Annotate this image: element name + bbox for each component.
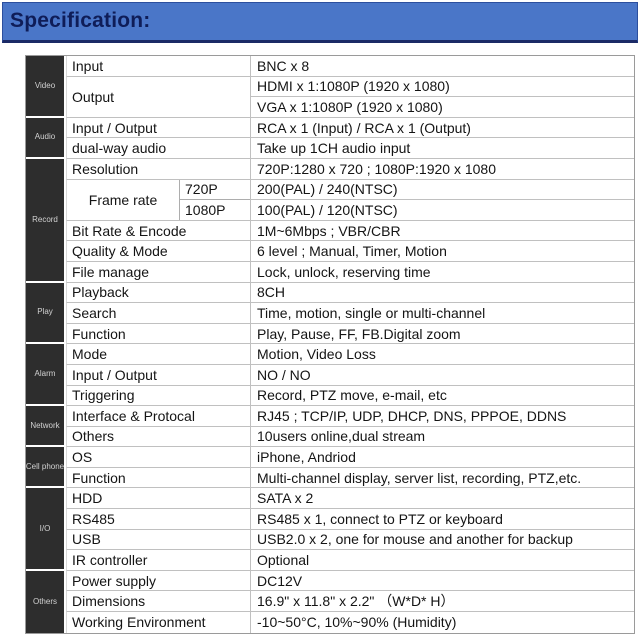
- spec-value: 200(PAL) / 240(NTSC): [250, 179, 634, 201]
- spec-label: Power supply: [66, 570, 250, 592]
- spec-label: Function: [66, 323, 250, 345]
- spec-label: Playback: [66, 282, 250, 304]
- sidebar-group-audio: Audio: [26, 117, 66, 159]
- sidebar-group-record: Record: [26, 158, 66, 283]
- spec-label: Bit Rate & Encode: [66, 220, 250, 242]
- spec-label: Others: [66, 426, 250, 448]
- sidebar-group-network: Network: [26, 406, 66, 448]
- spec-value: iPhone, Andriod: [250, 447, 634, 468]
- spec-label: Mode: [66, 344, 250, 365]
- spec-label: Function: [66, 467, 250, 489]
- frame-rate-720p-label: 720P: [180, 180, 250, 201]
- page-title: Specification:: [10, 8, 151, 32]
- spec-value: Take up 1CH audio input: [250, 138, 634, 159]
- spec-label: Search: [66, 303, 250, 324]
- frame-rate-label: Frame rate: [88, 191, 158, 208]
- spec-value: 1M~6Mbps ; VBR/CBR: [250, 220, 634, 242]
- spec-value: DC12V: [250, 570, 634, 592]
- spec-value: RS485 x 1, connect to PTZ or keyboard: [250, 509, 634, 530]
- frame-rate-1080p-label: 1080P: [185, 201, 226, 218]
- spec-label: IR controller: [66, 550, 250, 571]
- spec-value: Lock, unlock, reserving time: [250, 261, 634, 283]
- spec-label: Resolution: [66, 158, 250, 180]
- spec-label: File manage: [66, 261, 250, 283]
- spec-value: USB2.0 x 2, one for mouse and another fo…: [250, 529, 634, 551]
- page-header: Specification:: [2, 2, 638, 43]
- spec-value: Multi-channel display, server list, reco…: [250, 467, 634, 489]
- spec-label: Input / Output: [66, 364, 250, 386]
- sidebar-group-play: Play: [26, 282, 66, 345]
- spec-label: Quality & Mode: [66, 241, 250, 262]
- spec-label: OS: [66, 447, 250, 468]
- spec-label: Input: [66, 56, 250, 77]
- spec-value: Play, Pause, FF, FB.Digital zoom: [250, 323, 634, 345]
- spec-label: RS485: [66, 509, 250, 530]
- spec-value: RJ45 ; TCP/IP, UDP, DHCP, DNS, PPPOE, DD…: [250, 406, 634, 427]
- sidebar-group-cellphone: Cell phone: [26, 447, 66, 489]
- spec-label: Interface & Protocal: [66, 406, 250, 427]
- spec-label: Input / Output: [66, 117, 250, 139]
- spec-value: 16.9" x 11.8" x 2.2" （W*D* H）: [250, 591, 634, 613]
- sidebar-group-io: I/O: [26, 488, 66, 571]
- sidebar-group-alarm: Alarm: [26, 344, 66, 407]
- spec-label: dual-way audio: [66, 138, 250, 159]
- spec-value: NO / NO: [250, 364, 634, 386]
- spec-value: HDMI x 1:1080P (1920 x 1080): [250, 76, 634, 98]
- spec-value: 10users online,dual stream: [250, 426, 634, 448]
- spec-label: Dimensions: [66, 591, 250, 613]
- spec-value: RCA x 1 (Input) / RCA x 1 (Output): [250, 117, 634, 139]
- spec-value: 8CH: [250, 282, 634, 304]
- spec-label: Working Environment: [66, 612, 250, 633]
- spec-value: SATA x 2: [250, 488, 634, 510]
- spec-value: VGA x 1:1080P (1920 x 1080): [250, 97, 634, 118]
- spec-value: Optional: [250, 550, 634, 571]
- sidebar-group-others: Others: [26, 570, 66, 633]
- spec-value: Motion, Video Loss: [250, 344, 634, 365]
- frame-rate-sub-table: 720P 1080P: [179, 179, 250, 220]
- spec-label: Output: [66, 76, 250, 118]
- spec-value: 6 level ; Manual, Timer, Motion: [250, 241, 634, 262]
- spec-value: Time, motion, single or multi-channel: [250, 303, 634, 324]
- specification-table: Video Audio Record Play Alarm Network Ce…: [25, 55, 635, 634]
- spec-value: 720P:1280 x 720 ; 1080P:1920 x 1080: [250, 158, 634, 180]
- spec-value: BNC x 8: [250, 56, 634, 77]
- spec-label-frame-rate: Frame rate 720P 1080P: [66, 179, 250, 221]
- spec-label: Triggering: [66, 385, 250, 407]
- spec-label: HDD: [66, 488, 250, 510]
- spec-value: Record, PTZ move, e-mail, etc: [250, 385, 634, 407]
- spec-value: -10~50°C, 10%~90% (Humidity): [250, 612, 634, 633]
- sidebar-group-video: Video: [26, 56, 66, 118]
- spec-value: 100(PAL) / 120(NTSC): [250, 200, 634, 221]
- spec-label: USB: [66, 529, 250, 551]
